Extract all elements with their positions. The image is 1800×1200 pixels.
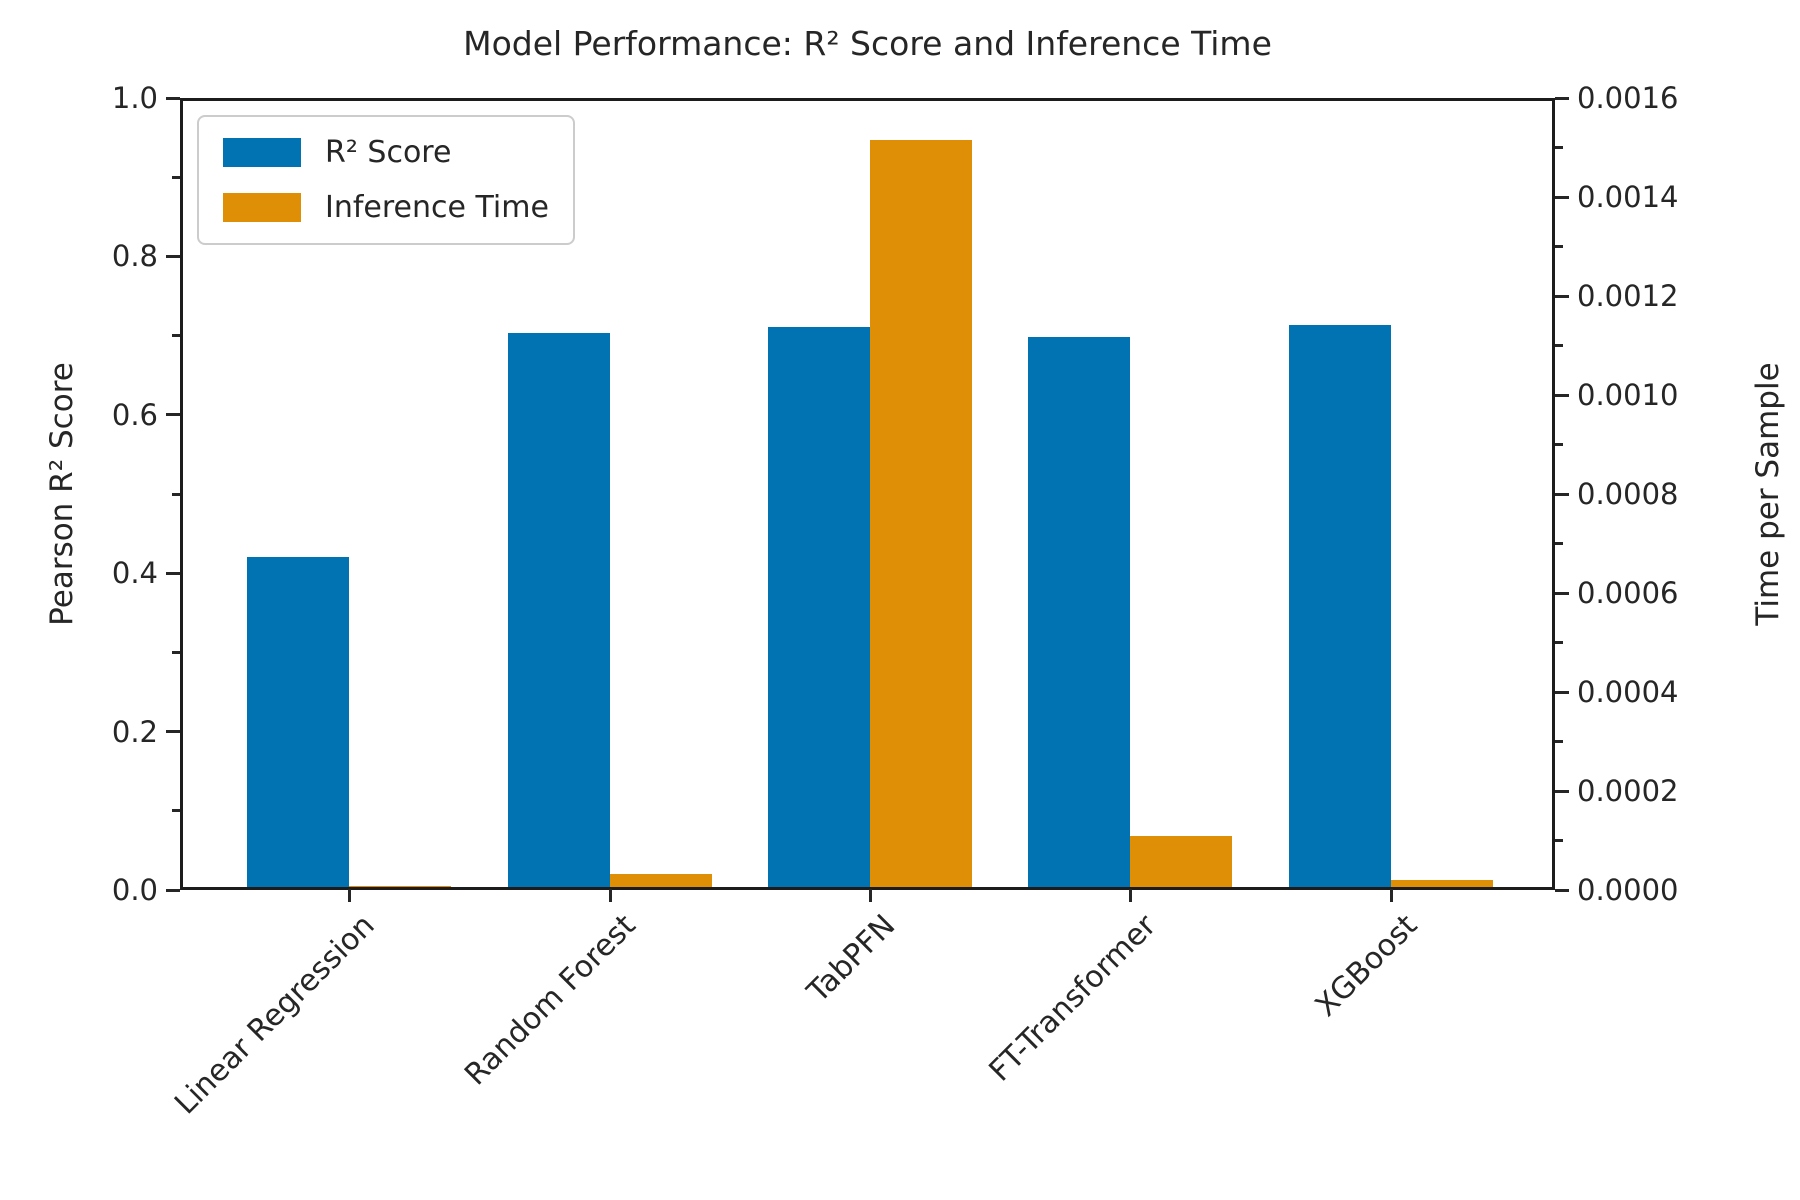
bar-r-score-random-forest	[508, 333, 610, 887]
y-tick-label-right: 0.0016	[1577, 81, 1679, 115]
bar-inference-time-xgboost	[1391, 880, 1493, 887]
y-tick-left-minor	[172, 492, 180, 496]
y-tick-label-right: 0.0008	[1577, 477, 1679, 511]
bar-inference-time-ft-transformer	[1130, 836, 1232, 887]
x-tick-label-xgboost: XGBoost	[1308, 908, 1424, 1024]
y-tick-right-major	[1555, 888, 1569, 892]
bar-r-score-tabpfn	[768, 327, 870, 887]
y-tick-right-major	[1555, 789, 1569, 793]
y-tick-label-right: 0.0006	[1577, 576, 1679, 610]
y-tick-left-major	[166, 888, 180, 892]
y-tick-label-left: 0.4	[111, 556, 158, 591]
y-tick-right-minor	[1555, 641, 1563, 644]
x-tick-label-tabpfn: TabPFN	[801, 908, 903, 1010]
y-tick-right-minor	[1555, 542, 1563, 545]
bar-inference-time-linear-regression	[349, 886, 451, 887]
legend-label-r2: R² Score	[325, 135, 452, 170]
bar-inference-time-tabpfn	[870, 140, 972, 887]
x-tick	[608, 889, 612, 902]
chart-title: Model Performance: R² Score and Inferenc…	[463, 24, 1272, 63]
y-tick-right-major	[1555, 591, 1569, 595]
y-tick-left-major	[166, 571, 180, 575]
x-tick	[868, 889, 872, 902]
y-tick-right-minor	[1555, 443, 1563, 446]
y-tick-label-right: 0.0002	[1577, 774, 1679, 808]
y-tick-label-left: 0.0	[111, 873, 158, 907]
y-axis-label-right: Time per Sample	[1750, 362, 1786, 626]
x-tick	[347, 889, 351, 902]
y-axis-label-left: Pearson R² Score	[44, 362, 80, 626]
y-tick-label-left: 0.2	[111, 714, 158, 749]
bar-r-score-ft-transformer	[1028, 337, 1130, 887]
y-tick-left-minor	[172, 650, 180, 654]
bar-r-score-xgboost	[1289, 325, 1391, 887]
plot-area: R² Score Inference Time	[180, 98, 1555, 890]
legend-swatch-inference-time	[223, 193, 301, 222]
y-tick-right-minor	[1555, 839, 1563, 842]
x-tick-label-linear-regression: Linear Regression	[168, 908, 382, 1122]
y-tick-label-right: 0.0000	[1577, 873, 1679, 907]
y-tick-right-major	[1555, 96, 1569, 100]
y-tick-label-right: 0.0014	[1577, 180, 1679, 214]
x-tick	[1128, 889, 1132, 902]
bar-inference-time-random-forest	[610, 874, 712, 887]
y-tick-right-major	[1555, 393, 1569, 397]
x-tick-label-ft-transformer: FT-Transformer	[982, 908, 1163, 1089]
y-tick-label-left: 0.6	[111, 397, 158, 432]
y-tick-left-major	[166, 730, 180, 734]
legend-swatch-r2	[223, 138, 301, 167]
x-tick	[1389, 889, 1393, 902]
legend: R² Score Inference Time	[197, 115, 575, 245]
y-tick-right-minor	[1555, 146, 1563, 149]
y-tick-label-right: 0.0012	[1577, 279, 1679, 313]
legend-item-inference-time: Inference Time	[223, 190, 549, 225]
y-tick-label-left: 1.0	[111, 81, 158, 115]
y-tick-label-left: 0.8	[111, 239, 158, 274]
y-tick-right-major	[1555, 294, 1569, 298]
y-tick-right-minor	[1555, 740, 1563, 743]
legend-item-r2: R² Score	[223, 135, 549, 170]
y-tick-label-right: 0.0004	[1577, 675, 1679, 709]
y-tick-label-right: 0.0010	[1577, 378, 1679, 412]
y-tick-right-major	[1555, 690, 1569, 694]
y-tick-right-major	[1555, 492, 1569, 496]
y-tick-left-major	[166, 254, 180, 258]
bar-r-score-linear-regression	[247, 557, 349, 887]
y-tick-right-minor	[1555, 344, 1563, 347]
y-tick-left-major	[166, 413, 180, 417]
y-tick-right-major	[1555, 195, 1569, 199]
y-tick-left-minor	[172, 809, 180, 813]
y-tick-left-minor	[172, 334, 180, 338]
legend-label-inference-time: Inference Time	[325, 190, 549, 225]
y-tick-left-major	[166, 96, 180, 100]
y-tick-right-minor	[1555, 245, 1563, 248]
y-tick-left-minor	[172, 175, 180, 179]
x-tick-label-random-forest: Random Forest	[458, 908, 643, 1093]
